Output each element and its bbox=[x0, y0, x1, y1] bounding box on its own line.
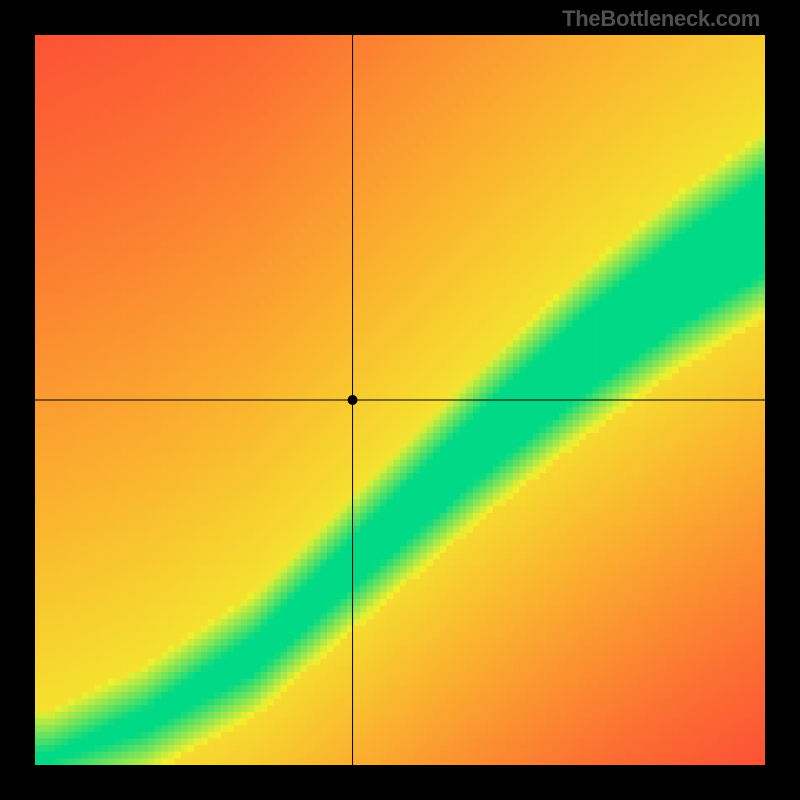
watermark-text: TheBottleneck.com bbox=[562, 6, 760, 32]
chart-container: TheBottleneck.com bbox=[0, 0, 800, 800]
heatmap-plot bbox=[35, 35, 765, 765]
heatmap-svg bbox=[35, 35, 765, 765]
crosshair-marker bbox=[348, 395, 358, 405]
